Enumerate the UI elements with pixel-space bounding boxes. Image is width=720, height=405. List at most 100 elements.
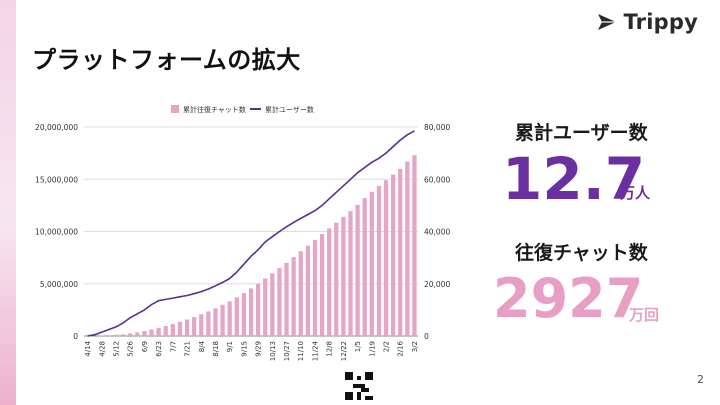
chat-bar — [369, 191, 374, 336]
chat-bar — [113, 334, 119, 336]
chat-bar — [327, 228, 332, 336]
decorative-side-band — [0, 0, 16, 405]
chat-bar — [170, 323, 175, 336]
chat-bar — [163, 326, 168, 336]
chat-bar — [341, 216, 346, 336]
x-tick-label: 9/1 — [226, 341, 234, 352]
chat-bar — [319, 234, 325, 336]
chats-stat-unit: 万回 — [629, 306, 660, 324]
chat-bar — [184, 319, 190, 336]
x-tick-label: 10/27 — [283, 341, 291, 361]
chat-bar — [255, 283, 261, 336]
chart-legend: 累計往復チャット数 累計ユーザー数 — [171, 105, 314, 114]
chat-bar — [156, 327, 161, 336]
chart-axes: 0 5,000,000 10,000,000 15,000,000 20,000,000… — [35, 123, 450, 361]
x-tick-label: 11/24 — [312, 340, 320, 361]
chat-bar — [398, 168, 403, 336]
chat-bar — [206, 311, 211, 336]
y-right-tick-label: 20,000 — [424, 280, 450, 289]
chat-bar — [106, 335, 112, 336]
chat-bar — [383, 180, 389, 336]
y-left-tick-label: 10,000,000 — [35, 228, 78, 237]
legend-label-chats: 累計往復チャット数 — [183, 105, 246, 114]
chat-bar — [270, 273, 275, 336]
legend-label-users: 累計ユーザー数 — [265, 105, 314, 114]
x-tick-label: 11/10 — [297, 341, 305, 361]
y-left-tick-label: 15,000,000 — [35, 175, 78, 184]
chat-bar — [355, 204, 360, 336]
user-line — [87, 130, 415, 337]
chat-bar — [312, 239, 318, 336]
chat-bar — [248, 288, 254, 336]
chat-bar — [263, 278, 268, 336]
users-stat-value: 12.7 — [502, 145, 646, 213]
y-right-tick-label: 80,000 — [424, 123, 450, 132]
legend-swatch-chats — [171, 105, 179, 113]
chat-bar — [291, 257, 296, 336]
brand-logo: Trippy — [597, 10, 698, 34]
y-right-tick-label: 60,000 — [424, 175, 450, 184]
x-tick-label: 10/13 — [269, 341, 277, 361]
y-left-tick-label: 5,000,000 — [40, 280, 78, 289]
chat-bar — [99, 335, 104, 336]
chat-bar — [177, 321, 183, 336]
chat-bar — [128, 333, 133, 336]
chat-bar — [135, 332, 140, 336]
x-tick-label: 12/22 — [340, 341, 348, 361]
page-number: 2 — [697, 373, 704, 386]
chat-bar — [149, 329, 154, 336]
x-tick-label: 7/21 — [184, 341, 192, 357]
x-tick-label: 8/18 — [212, 341, 220, 357]
chat-bar — [298, 251, 303, 336]
x-tick-label: 5/26 — [127, 340, 135, 356]
chat-bar — [284, 262, 289, 336]
chat-bar — [220, 304, 225, 336]
x-tick-label: 8/4 — [198, 340, 206, 352]
user-count-line — [87, 130, 415, 337]
chat-bar — [405, 161, 410, 336]
x-tick-label: 1/19 — [368, 341, 376, 357]
y-right-tick-label: 40,000 — [424, 228, 450, 237]
y-left-tick-label: 20,000,000 — [35, 123, 78, 132]
chat-bar — [241, 293, 247, 336]
chat-bar — [234, 297, 239, 336]
x-tick-label: 7/7 — [169, 341, 177, 352]
chats-stat-label: 往復チャット数 — [515, 242, 648, 264]
y-left-tick-label: 0 — [73, 332, 78, 341]
chat-bar — [142, 330, 147, 336]
chat-bar — [305, 245, 310, 336]
x-tick-label: 6/23 — [155, 341, 163, 357]
chat-bar — [213, 308, 218, 336]
users-stat-unit: 万人 — [620, 184, 651, 202]
chat-bars — [99, 155, 417, 336]
x-tick-label: 3/2 — [411, 341, 419, 352]
x-tick-label: 6/9 — [141, 341, 149, 352]
x-tick-label: 9/15 — [240, 341, 248, 357]
chat-bar — [120, 334, 126, 336]
x-tick-label: 4/14 — [84, 340, 92, 356]
brand-name: Trippy — [623, 10, 698, 34]
x-tick-label: 12/8 — [326, 341, 334, 357]
chat-bar — [348, 211, 353, 336]
chat-bar — [192, 316, 197, 336]
page-title: プラットフォームの拡大 — [32, 46, 301, 74]
x-tick-label: 4/28 — [98, 341, 106, 357]
y-right-tick-label: 0 — [424, 332, 429, 341]
chat-bar — [199, 314, 204, 336]
x-tick-label: 9/29 — [255, 341, 263, 357]
x-tick-label: 2/16 — [397, 340, 405, 356]
chat-bar — [362, 198, 367, 336]
x-tick-label: 5/12 — [113, 341, 121, 357]
qr-code-icon[interactable] — [345, 372, 373, 400]
chat-bar — [390, 174, 396, 336]
chat-bar — [334, 222, 339, 336]
users-stat-label: 累計ユーザー数 — [515, 122, 648, 144]
chat-bar — [227, 301, 232, 336]
x-tick-label: 2/2 — [383, 341, 391, 352]
chat-bar — [277, 268, 282, 336]
x-tick-label: 1/5 — [354, 341, 362, 352]
chat-bar — [412, 155, 417, 336]
paper-plane-icon — [598, 14, 617, 30]
chats-stat-value: 2927 — [493, 267, 644, 330]
